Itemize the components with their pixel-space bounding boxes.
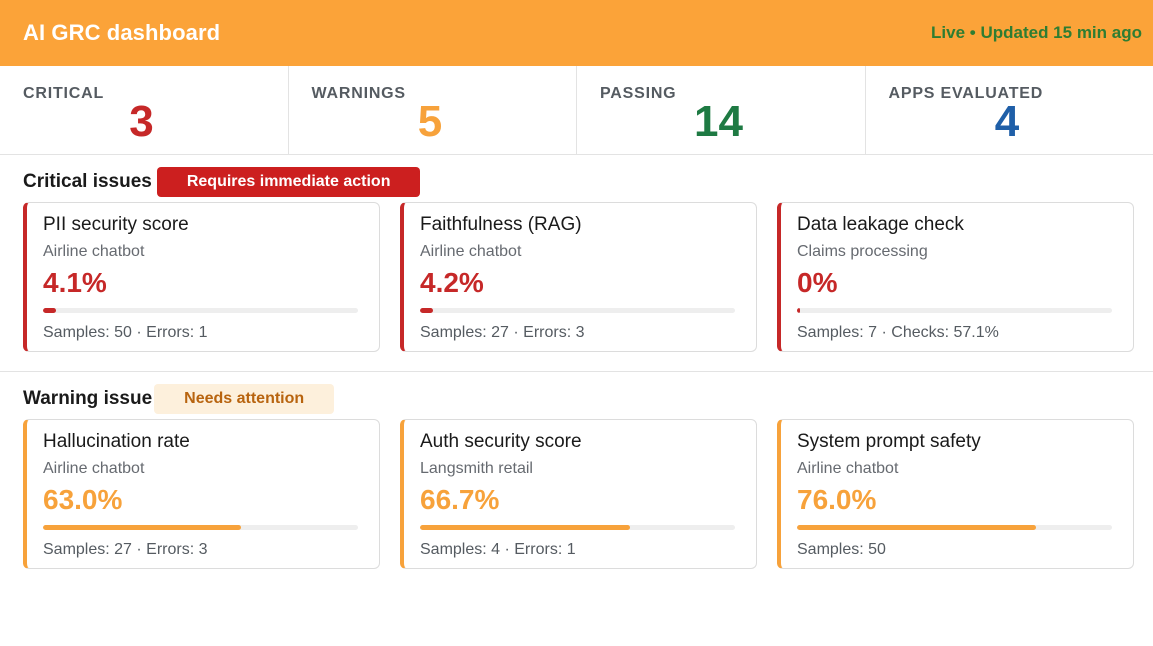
progress-bar bbox=[420, 525, 735, 530]
progress-fill bbox=[420, 308, 434, 313]
issue-card-faithfulness[interactable]: Faithfulness (RAG) Airline chatbot 4.2% … bbox=[400, 202, 757, 352]
stat-passing[interactable]: PASSING 14 bbox=[577, 66, 866, 154]
card-meta: Samples: 27 · Errors: 3 bbox=[420, 324, 585, 341]
card-score: 66.7% bbox=[420, 484, 500, 515]
card-app-name: Airline chatbot bbox=[43, 460, 145, 477]
section-title: Critical issues bbox=[23, 171, 152, 192]
card-title: System prompt safety bbox=[797, 431, 981, 452]
issue-card-hallucination-rate[interactable]: Hallucination rate Airline chatbot 63.0%… bbox=[23, 419, 380, 569]
warning-issues-section: Warning issue Needs attention Hallucinat… bbox=[0, 372, 1153, 646]
stat-value: 5 bbox=[417, 97, 443, 146]
card-meta: Samples: 27 · Errors: 3 bbox=[43, 541, 208, 558]
progress-fill bbox=[43, 525, 242, 530]
card-meta: Samples: 50 bbox=[797, 541, 886, 558]
issue-card-system-prompt-safety[interactable]: System prompt safety Airline chatbot 76.… bbox=[777, 419, 1134, 569]
critical-cards: PII security score Airline chatbot 4.1% … bbox=[23, 202, 1134, 352]
dashboard-header: AI GRC dashboard Live • Updated 15 min a… bbox=[0, 0, 1153, 66]
live-status-text: Live • Updated 15 min ago bbox=[931, 23, 1142, 42]
warning-badge: Needs attention bbox=[154, 384, 335, 414]
stat-label: PASSING bbox=[600, 85, 677, 102]
progress-bar bbox=[43, 525, 358, 530]
stat-label: APPS EVALUATED bbox=[888, 85, 1044, 102]
progress-fill bbox=[43, 308, 56, 313]
progress-bar bbox=[43, 308, 358, 313]
page-title: AI GRC dashboard bbox=[23, 20, 221, 45]
card-meta: Samples: 50 · Errors: 1 bbox=[43, 324, 208, 341]
progress-bar bbox=[797, 308, 1112, 313]
issue-card-auth-security[interactable]: Auth security score Langsmith retail 66.… bbox=[400, 419, 757, 569]
progress-fill bbox=[420, 525, 631, 530]
card-title: Data leakage check bbox=[797, 214, 964, 235]
card-title: PII security score bbox=[43, 214, 189, 235]
issue-card-data-leakage[interactable]: Data leakage check Claims processing 0% … bbox=[777, 202, 1134, 352]
stat-critical[interactable]: CRITICAL 3 bbox=[0, 66, 289, 154]
section-header: Warning issue Needs attention bbox=[23, 384, 335, 414]
stat-value: 3 bbox=[129, 97, 154, 146]
card-title: Hallucination rate bbox=[43, 431, 190, 452]
section-header: Critical issues Requires immediate actio… bbox=[23, 167, 421, 197]
card-score: 63.0% bbox=[43, 484, 123, 515]
stat-label: CRITICAL bbox=[23, 85, 105, 102]
stat-label: WARNINGS bbox=[311, 85, 406, 102]
card-meta: Samples: 4 · Errors: 1 bbox=[420, 541, 576, 558]
critical-badge: Requires immediate action bbox=[156, 167, 421, 197]
issue-card-pii-security[interactable]: PII security score Airline chatbot 4.1% … bbox=[23, 202, 380, 352]
section-title: Warning issue bbox=[23, 388, 153, 409]
warning-cards: Hallucination rate Airline chatbot 63.0%… bbox=[23, 419, 1134, 569]
card-title: Faithfulness (RAG) bbox=[420, 214, 582, 235]
progress-fill bbox=[797, 308, 800, 313]
card-app-name: Airline chatbot bbox=[797, 460, 899, 477]
card-meta: Samples: 7 · Checks: 57.1% bbox=[797, 324, 999, 341]
stat-warnings[interactable]: WARNINGS 5 bbox=[289, 66, 577, 154]
card-score: 76.0% bbox=[797, 484, 877, 515]
stat-apps-evaluated[interactable]: APPS EVALUATED 4 bbox=[866, 66, 1153, 154]
card-score: 4.1% bbox=[43, 267, 107, 298]
card-score: 4.2% bbox=[420, 267, 484, 298]
card-app-name: Langsmith retail bbox=[420, 460, 533, 477]
card-score: 0% bbox=[797, 267, 838, 298]
stat-value: 14 bbox=[694, 97, 743, 146]
card-app-name: Claims processing bbox=[797, 243, 928, 260]
summary-stats: CRITICAL 3 WARNINGS 5 PASSING 14 APPS EV… bbox=[0, 66, 1153, 155]
progress-bar bbox=[797, 525, 1112, 530]
card-app-name: Airline chatbot bbox=[420, 243, 522, 260]
card-app-name: Airline chatbot bbox=[43, 243, 145, 260]
card-title: Auth security score bbox=[420, 431, 582, 452]
critical-issues-section: Critical issues Requires immediate actio… bbox=[0, 155, 1153, 372]
progress-bar bbox=[420, 308, 735, 313]
stat-value: 4 bbox=[994, 97, 1020, 146]
progress-fill bbox=[797, 525, 1037, 530]
